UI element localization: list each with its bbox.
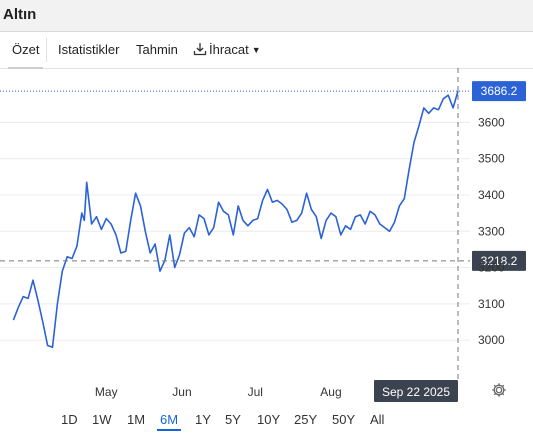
y-tick-label: 3500 bbox=[478, 152, 505, 166]
download-icon bbox=[193, 43, 207, 56]
page-title: Altın bbox=[3, 6, 37, 23]
range-5y[interactable]: 5Y bbox=[225, 412, 241, 427]
tab-tahmin[interactable]: Tahmin bbox=[136, 42, 178, 57]
price-chart[interactable]: 3686.2 3218.2 3000 3100 3200 3300 3400 3500 360… bbox=[0, 68, 533, 404]
range-all[interactable]: All bbox=[370, 412, 385, 427]
y-tick-label: 3300 bbox=[478, 224, 505, 238]
crosshair-y-badge bbox=[472, 250, 526, 271]
tab-ozet[interactable]: Özet bbox=[7, 32, 45, 69]
gear-icon[interactable] bbox=[490, 381, 508, 399]
range-1w[interactable]: 1W bbox=[92, 412, 112, 427]
crosshair-x-label: Sep 22 2025 bbox=[382, 385, 450, 399]
range-1d[interactable]: 1D bbox=[61, 412, 78, 427]
range-1m[interactable]: 1M bbox=[127, 412, 146, 427]
x-tick-label: Jun bbox=[172, 385, 191, 399]
x-tick-label: Jul bbox=[248, 385, 263, 399]
x-tick-label: May bbox=[95, 385, 118, 399]
crosshair-layer: 3686.2 3218.2 bbox=[0, 68, 526, 380]
range-25y[interactable]: 25Y bbox=[294, 412, 318, 427]
x-axis: May Jun Jul Aug Sep 22 2025 bbox=[95, 380, 458, 402]
y-axis: 3000 3100 3200 3300 3400 3500 3600 bbox=[478, 115, 505, 347]
tab-ihracat[interactable]: İhracat ▼ bbox=[193, 32, 261, 68]
range-selector: 1D 1W 1M 6M 1Y 5Y 10Y 25Y 50Y All bbox=[0, 404, 533, 444]
y-tick-label: 3600 bbox=[478, 115, 505, 129]
y-tick-label: 3100 bbox=[478, 297, 505, 311]
tab-divider bbox=[46, 38, 47, 62]
x-tick-label: Aug bbox=[320, 385, 341, 399]
crosshair-x-badge bbox=[374, 380, 458, 402]
range-10y[interactable]: 10Y bbox=[257, 412, 281, 427]
tab-bar: Özet Istatistikler Tahmin İhracat ▼ bbox=[0, 32, 533, 69]
chevron-down-icon: ▼ bbox=[251, 45, 261, 55]
crosshair-y-label: 3218.2 bbox=[481, 254, 518, 268]
y-tick-label: 3400 bbox=[478, 188, 505, 202]
series-line bbox=[12, 90, 459, 349]
range-50y[interactable]: 50Y bbox=[332, 412, 356, 427]
tab-ihracat-label: İhracat bbox=[209, 42, 249, 57]
y-tick-label: 3000 bbox=[478, 333, 505, 347]
last-value-label: 3686.2 bbox=[481, 84, 518, 98]
tab-istatistikler[interactable]: Istatistikler bbox=[58, 42, 120, 57]
series-layer bbox=[12, 90, 459, 349]
last-value-badge bbox=[472, 81, 526, 102]
range-1y[interactable]: 1Y bbox=[195, 412, 211, 427]
range-6m[interactable]: 6M bbox=[156, 412, 182, 431]
title-bar: Altın bbox=[0, 0, 533, 32]
y-tick-label: 3200 bbox=[478, 261, 505, 275]
y-grid bbox=[0, 121, 470, 341]
